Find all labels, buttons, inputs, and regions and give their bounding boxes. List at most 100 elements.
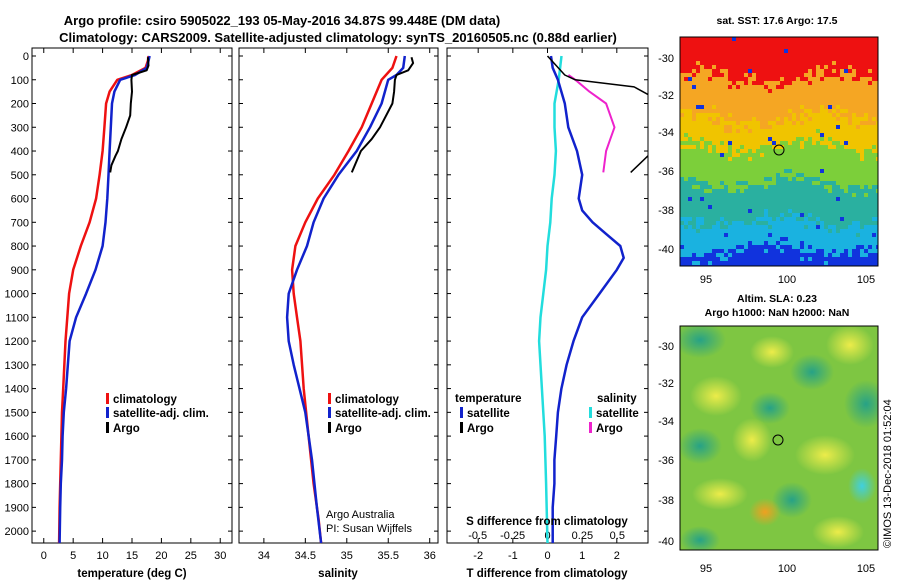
sst-cell (680, 37, 684, 41)
sst-cell (756, 257, 760, 261)
sst-cell (716, 61, 720, 65)
sst-cell (780, 85, 784, 89)
sst-cell (864, 61, 868, 65)
sst-cell (820, 141, 824, 145)
sst-cell (848, 253, 852, 257)
sst-cell (772, 201, 776, 205)
sst-cell (700, 225, 704, 229)
sst-cell (744, 149, 748, 153)
sst-cell (728, 153, 732, 157)
sst-cell (780, 57, 784, 61)
sst-cell (868, 69, 872, 73)
sst-cell (700, 65, 704, 69)
sst-cell (684, 137, 688, 141)
sst-cell (716, 233, 720, 237)
sst-cell (716, 213, 720, 217)
sst-cell (808, 241, 812, 245)
sst-cell (856, 217, 860, 221)
sst-cell (684, 109, 688, 113)
sst-cell (868, 89, 872, 93)
sst-cell (832, 145, 836, 149)
sst-cell (852, 125, 856, 129)
sst-cell (784, 181, 788, 185)
sst-cell (840, 225, 844, 229)
sst-cell (864, 217, 868, 221)
sst-cell (752, 125, 756, 129)
sst-cell (680, 105, 684, 109)
sst-cell (724, 229, 728, 233)
sst-cell (784, 89, 788, 93)
sst-cell (756, 253, 760, 257)
sst-cell (828, 257, 832, 261)
sst-cell (844, 141, 848, 145)
sst-cell (876, 193, 878, 197)
sst-cell (788, 253, 792, 257)
sst-cell (784, 261, 788, 265)
sst-cell (872, 93, 876, 97)
sst-cell (824, 197, 828, 201)
sst-cell (864, 97, 868, 101)
sst-cell (856, 41, 860, 45)
sst-cell (680, 113, 684, 117)
sst-cell (684, 53, 688, 57)
depth-tick-label: 1000 (5, 289, 29, 301)
sst-cell (784, 69, 788, 73)
sst-cell (792, 257, 796, 261)
sst-cell (700, 81, 704, 85)
sst-cell (764, 205, 768, 209)
sst-cell (820, 237, 824, 241)
sst-cell (700, 85, 704, 89)
sst-cell (700, 129, 704, 133)
sst-cell (764, 73, 768, 77)
sst-cell (732, 161, 736, 165)
sst-cell (708, 205, 712, 209)
sst-cell (772, 261, 776, 265)
sst-cell (692, 37, 696, 41)
sst-cell (692, 105, 696, 109)
sst-cell (780, 221, 784, 225)
sst-cell (784, 129, 788, 133)
sst-cell (812, 49, 816, 53)
sst-cell (712, 141, 716, 145)
sst-cell (780, 185, 784, 189)
sst-cell (768, 113, 772, 117)
sst-cell (752, 201, 756, 205)
sst-cell (796, 161, 800, 165)
sst-cell (836, 221, 840, 225)
sst-cell (744, 181, 748, 185)
sst-cell (792, 125, 796, 129)
sst-cell (872, 129, 876, 133)
sst-cell (816, 173, 820, 177)
sst-cell (744, 49, 748, 53)
sst-cell (840, 149, 844, 153)
sst-cell (828, 49, 832, 53)
sst-cell (772, 121, 776, 125)
sst-cell (780, 245, 784, 249)
sst-cell (720, 249, 724, 253)
sla-lon-tick: 105 (857, 563, 875, 575)
sst-cell (860, 249, 864, 253)
sst-cell (872, 149, 876, 153)
sst-cell (756, 217, 760, 221)
sst-cell (820, 245, 824, 249)
sst-cell (756, 129, 760, 133)
sst-cell (744, 229, 748, 233)
sst-cell (792, 217, 796, 221)
sst-cell (872, 205, 876, 209)
sst-cell (796, 41, 800, 45)
sst-cell (868, 185, 872, 189)
sst-cell (836, 201, 840, 205)
sst-cell (712, 229, 716, 233)
sst-cell (788, 133, 792, 137)
sst-cell (756, 57, 760, 61)
sst-cell (832, 205, 836, 209)
sst-cell (824, 185, 828, 189)
sst-cell (836, 85, 840, 89)
sst-cell (764, 57, 768, 61)
sst-cell (780, 261, 784, 265)
sst-cell (700, 173, 704, 177)
sst-cell (788, 89, 792, 93)
sst-cell (724, 169, 728, 173)
sst-cell (784, 217, 788, 221)
sst-cell (756, 113, 760, 117)
